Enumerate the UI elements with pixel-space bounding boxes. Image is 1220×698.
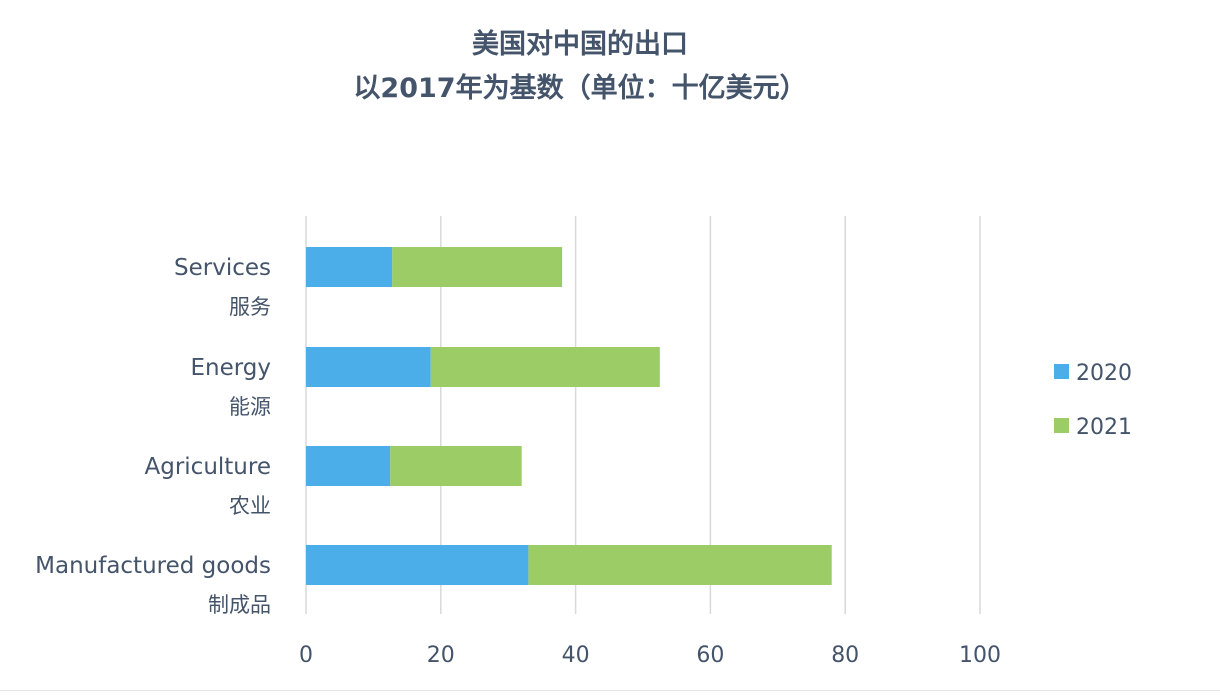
- bar-2020-energy: [306, 347, 431, 387]
- category-label: Manufactured goods: [35, 553, 271, 579]
- bottom-divider: [0, 690, 1220, 691]
- x-tick-label: 60: [696, 643, 724, 668]
- category-label-zh: 能源: [229, 395, 271, 419]
- legend-label: 2021: [1076, 415, 1132, 440]
- x-tick-label: 80: [831, 643, 859, 668]
- legend-swatch-2020: [1054, 364, 1069, 379]
- bar-2021-energy: [430, 347, 660, 387]
- chart-subtitle: 以2017年为基数（单位：十亿美元）: [353, 73, 807, 104]
- category-label-zh: 农业: [229, 494, 271, 518]
- chart-title: 美国对中国的出口: [472, 29, 688, 60]
- category-label: Energy: [190, 355, 271, 381]
- category-label: Services: [174, 255, 271, 281]
- bar-2020-services: [306, 247, 393, 287]
- category-label-zh: 制成品: [208, 593, 271, 617]
- bar-2021-manufactured-goods: [528, 545, 832, 585]
- legend-label: 2020: [1076, 361, 1132, 386]
- bar-2021-services: [392, 247, 563, 287]
- bar-2020-manufactured-goods: [306, 545, 529, 585]
- legend-swatch-2021: [1054, 418, 1069, 433]
- x-tick-label: 20: [427, 643, 455, 668]
- x-tick-label: 0: [299, 643, 313, 668]
- x-tick-label: 40: [562, 643, 590, 668]
- bar-2021-agriculture: [390, 446, 522, 486]
- category-label: Agriculture: [145, 454, 272, 480]
- category-label-zh: 服务: [229, 295, 271, 319]
- bar-2020-agriculture: [306, 446, 391, 486]
- x-tick-label: 100: [959, 643, 1001, 668]
